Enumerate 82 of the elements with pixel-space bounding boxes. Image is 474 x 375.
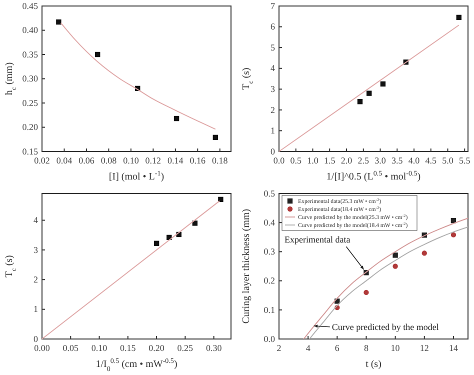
x-axis-title: 1/I$_{0}$$^{0.5}$ (cm • mW$^{-0.5}$) (96, 357, 178, 373)
y-axis-title: Curing layer thickness (mm) (241, 208, 252, 324)
x-tick-label: 10 (390, 343, 400, 353)
x-tick-label: 0.12 (145, 156, 162, 166)
x-tick-label: 0.04 (56, 156, 73, 166)
y-tick-label: 5 (270, 42, 276, 52)
x-tick-label: 0.5 (290, 156, 302, 166)
x-tick-label: 0.00 (34, 343, 50, 353)
y-tick-label: 3 (270, 84, 276, 94)
y-tick-label: 7 (270, 0, 276, 11)
point (192, 220, 198, 226)
x-tick-label: 5.5 (459, 156, 471, 166)
x-tick-label: 5.0 (442, 156, 454, 166)
y-tick-label: 0.35 (22, 49, 38, 60)
y-tick-label: 0.30 (22, 74, 38, 84)
point (357, 99, 363, 104)
y-tick-label: 2 (34, 274, 38, 284)
x-tick-label: 0.05 (62, 343, 80, 353)
y-tick-label: 0.45 (22, 0, 38, 11)
point (366, 90, 372, 96)
point (94, 52, 100, 58)
x-tick-label: 2.5 (358, 156, 370, 166)
y-tick-label: 1 (270, 126, 275, 136)
point (212, 134, 218, 140)
y-tick-label: 0.4 (264, 217, 276, 228)
x-tick-label: 8 (364, 343, 369, 353)
annotation: Curve predicted by the model (332, 322, 440, 332)
point (450, 232, 456, 238)
point (392, 264, 398, 269)
y-tick-label: 1 (34, 304, 38, 314)
x-tick-label: 0.02 (34, 156, 50, 166)
point (154, 240, 160, 246)
x-tick-label: 3.0 (374, 156, 386, 166)
y-tick-label: 2 (270, 104, 275, 115)
y-tick-label: 3 (34, 244, 38, 255)
x-tick-label: 6 (334, 343, 340, 353)
y-tick-label: 0.40 (22, 25, 38, 36)
x-tick-label: 1.5 (324, 156, 336, 166)
y-tick-label: 0 (270, 146, 276, 156)
x-axis-title: [I] (mol • L$^{-1}$) (108, 170, 164, 182)
x-tick-label: 0.10 (91, 343, 108, 353)
point (218, 196, 224, 202)
y-tick-label: 4 (34, 215, 38, 226)
x-tick-label: 14 (448, 343, 458, 353)
x-tick-label: 0.16 (190, 156, 206, 166)
x-tick-label: 0.25 (177, 343, 194, 353)
y-tick-label: 0.1 (264, 304, 275, 315)
y-tick-label: 0.20 (22, 122, 38, 132)
x-tick-label: 0.08 (100, 156, 118, 166)
x-tick-label: 12 (420, 343, 429, 353)
point (174, 116, 180, 122)
x-tick-label: 4.5 (425, 156, 437, 166)
x-tick-label: 0.30 (206, 343, 222, 353)
y-tick-label: 0 (34, 334, 38, 344)
x-tick-label: 0.14 (168, 156, 184, 166)
y-tick-label: 0.3 (264, 246, 276, 257)
x-axis-title: t (s) (366, 359, 382, 370)
x-tick-label: 4.0 (408, 156, 420, 166)
annotation: Experimental data (284, 234, 350, 245)
point (422, 250, 427, 256)
x-axis-title: 1/[I]^0.5 (L$^{0.5}$ • mol$^{-0.5}$) (326, 170, 421, 182)
y-tick-label: 0.5 (264, 188, 276, 198)
y-tick-label: 4 (270, 63, 276, 74)
point (56, 19, 62, 25)
y-tick-label: 0.25 (22, 98, 38, 108)
y-tick-label: 0.15 (22, 146, 38, 156)
x-tick-label: 0.18 (212, 156, 228, 166)
point (380, 81, 386, 87)
y-tick-label: 0.2 (264, 276, 275, 286)
x-tick-label: 1.0 (307, 156, 319, 166)
x-tick-label: 3.5 (392, 156, 404, 166)
point (456, 14, 462, 20)
x-tick-label: 0.06 (78, 156, 95, 166)
x-tick-label: 0.20 (148, 343, 165, 353)
y-tick-label: 6 (270, 22, 276, 32)
x-tick-label: 2.0 (340, 156, 353, 166)
x-tick-label: 0.10 (123, 156, 140, 166)
y-tick-label: 0.0 (264, 334, 276, 344)
point (364, 290, 369, 296)
x-tick-label: 0.15 (120, 343, 136, 353)
point (392, 252, 398, 258)
x-tick-label: 4 (306, 343, 311, 353)
